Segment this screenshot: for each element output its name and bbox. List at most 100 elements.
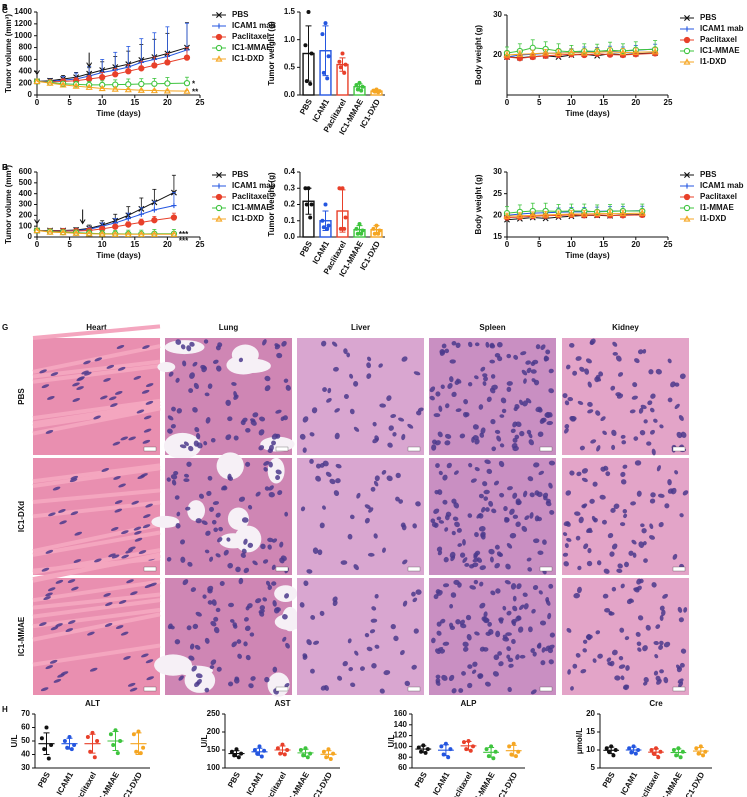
nucleus — [533, 462, 540, 468]
data-point — [671, 748, 676, 752]
nucleus — [517, 626, 524, 633]
nucleus — [565, 364, 571, 370]
nucleus — [205, 417, 211, 424]
nucleus — [213, 527, 219, 533]
y-tick-label: 1200 — [14, 19, 32, 28]
fiber — [32, 607, 161, 629]
nucleus — [210, 437, 216, 443]
nucleus — [252, 560, 258, 566]
nucleus — [445, 403, 450, 409]
nucleus — [546, 421, 554, 426]
nucleus — [366, 362, 372, 369]
nucleus — [472, 424, 479, 430]
nucleus — [315, 475, 321, 482]
nucleus — [41, 567, 50, 572]
nucleus — [515, 654, 520, 660]
nucleus — [472, 562, 479, 568]
nucleus — [234, 676, 240, 681]
nucleus — [488, 500, 494, 507]
nucleus — [271, 564, 276, 571]
nucleus — [126, 579, 134, 584]
nucleus — [143, 514, 151, 519]
nucleus — [599, 494, 606, 500]
nucleus — [528, 432, 533, 439]
nucleus — [145, 503, 153, 508]
data-point — [355, 87, 360, 92]
dose-arrow — [34, 209, 40, 225]
nucleus — [227, 473, 232, 481]
nucleus — [487, 621, 492, 627]
nucleus — [528, 626, 533, 633]
nucleus — [497, 651, 503, 656]
nucleus — [207, 383, 213, 389]
nucleus — [401, 356, 408, 362]
error-bar — [675, 748, 682, 757]
data-point — [326, 223, 331, 228]
nucleus — [435, 589, 441, 594]
x-tick-label: IC1-DXD — [683, 770, 707, 797]
nucleus — [386, 395, 392, 401]
nucleus — [619, 522, 626, 527]
nucleus — [243, 538, 248, 545]
nucleus — [372, 421, 377, 427]
nucleus — [564, 400, 570, 406]
nucleus — [494, 429, 501, 434]
nucleus — [48, 512, 56, 517]
nucleus — [435, 440, 441, 446]
nucleus — [486, 468, 493, 475]
nucleus — [72, 398, 81, 402]
nucleus — [442, 583, 450, 588]
dose-arrow — [86, 52, 93, 68]
nucleus — [525, 398, 532, 404]
marker — [86, 75, 93, 83]
nucleus — [349, 408, 355, 415]
nucleus — [89, 667, 98, 672]
nucleus — [501, 408, 507, 414]
nucleus — [41, 384, 50, 389]
nucleus — [131, 500, 139, 505]
nucleus — [543, 355, 548, 362]
data-point — [374, 223, 379, 228]
nucleus — [680, 431, 687, 438]
x-tick-label: PBS — [298, 97, 314, 116]
nucleus — [364, 504, 371, 509]
nucleus — [597, 653, 603, 659]
data-point — [252, 748, 257, 752]
nucleus — [60, 671, 69, 676]
nucleus — [243, 567, 250, 574]
y-axis-label: Body weight (g) — [474, 25, 483, 85]
nucleus — [506, 646, 512, 652]
nucleus — [69, 478, 78, 483]
data-point — [701, 753, 706, 758]
fiber — [32, 398, 161, 421]
nucleus — [451, 530, 456, 536]
data-point — [321, 70, 326, 75]
nucleus — [271, 440, 276, 446]
data-point — [85, 734, 90, 739]
nucleus — [637, 647, 642, 652]
y-tick-label: 150 — [207, 745, 221, 754]
legend-marker — [215, 55, 223, 62]
panel-label: F — [2, 163, 7, 172]
nucleus — [222, 485, 228, 491]
nucleus — [502, 636, 510, 642]
x-axis-label: Time (days) — [96, 251, 141, 260]
y-tick-label: 100 — [394, 742, 408, 751]
nucleus — [204, 687, 210, 693]
marker — [651, 48, 659, 55]
nucleus — [516, 615, 522, 621]
x-tick-label: 15 — [130, 240, 139, 249]
legend-label: Paclitaxel — [700, 35, 737, 44]
nucleus — [507, 686, 512, 693]
nucleus — [474, 375, 479, 380]
x-axis-label: Time (days) — [96, 109, 141, 118]
nucleus — [498, 661, 504, 667]
nucleus — [575, 535, 581, 541]
nucleus — [639, 429, 646, 436]
data-point — [325, 76, 330, 81]
nucleus — [196, 433, 201, 440]
nucleus — [582, 639, 588, 644]
nucleus — [238, 577, 244, 585]
marker — [112, 71, 119, 78]
nucleus — [537, 550, 544, 555]
